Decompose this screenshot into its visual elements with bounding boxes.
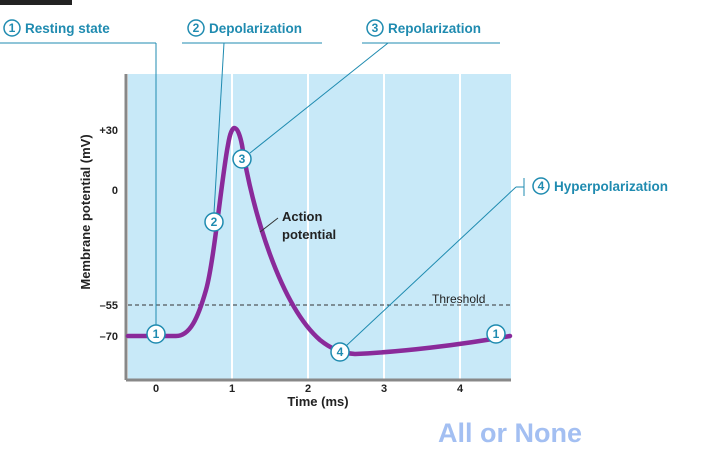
svg-text:2: 2	[193, 21, 200, 35]
y-tick-minus55: –55	[100, 300, 118, 312]
svg-text:Resting state: Resting state	[25, 21, 110, 36]
action-potential-pointer	[259, 217, 279, 233]
grid-lines	[231, 74, 461, 380]
x-axis-title: Time (ms)	[287, 394, 348, 409]
callout-depolarization: 2 Depolarization	[182, 19, 322, 214]
svg-text:2: 2	[211, 215, 218, 229]
svg-text:4: 4	[337, 345, 344, 359]
callout-hyperpolarization: 4 Hyperpolarization	[345, 177, 668, 347]
marker-3: 3	[232, 149, 252, 169]
y-tick-plus30: +30	[99, 125, 118, 137]
marker-1-right: 1	[486, 324, 506, 344]
action-label-line2: potential	[282, 227, 336, 242]
marker-4: 4	[330, 342, 350, 362]
x-tick-4: 4	[457, 383, 464, 395]
svg-text:4: 4	[538, 179, 545, 193]
marker-2: 2	[204, 212, 224, 232]
y-tick-0: 0	[112, 185, 118, 197]
svg-text:1: 1	[9, 21, 16, 35]
x-tick-3: 3	[381, 383, 387, 395]
svg-text:Repolarization: Repolarization	[388, 21, 481, 36]
action-potential-curve	[125, 125, 513, 357]
action-label-line1: Action	[282, 209, 323, 224]
cropped-heading-fragment	[0, 0, 72, 5]
svg-text:3: 3	[372, 21, 379, 35]
svg-text:1: 1	[153, 327, 160, 341]
y-tick-minus70: –70	[100, 331, 118, 343]
callout-repolarization: 3 Repolarization	[249, 19, 500, 154]
footer-caption: All or None	[438, 418, 583, 448]
svg-text:Hyperpolarization: Hyperpolarization	[554, 179, 668, 194]
x-tick-1: 1	[229, 383, 235, 395]
svg-text:Depolarization: Depolarization	[209, 21, 302, 36]
marker-1-left: 1	[146, 324, 166, 344]
x-tick-0: 0	[153, 383, 159, 395]
x-tick-2: 2	[305, 383, 311, 395]
threshold-label: Threshold	[432, 292, 485, 306]
svg-text:1: 1	[493, 327, 500, 341]
svg-text:3: 3	[239, 152, 246, 166]
y-axis-title: Membrane potential (mV)	[78, 134, 93, 289]
callout-resting-top: 1 Resting state	[0, 19, 157, 326]
